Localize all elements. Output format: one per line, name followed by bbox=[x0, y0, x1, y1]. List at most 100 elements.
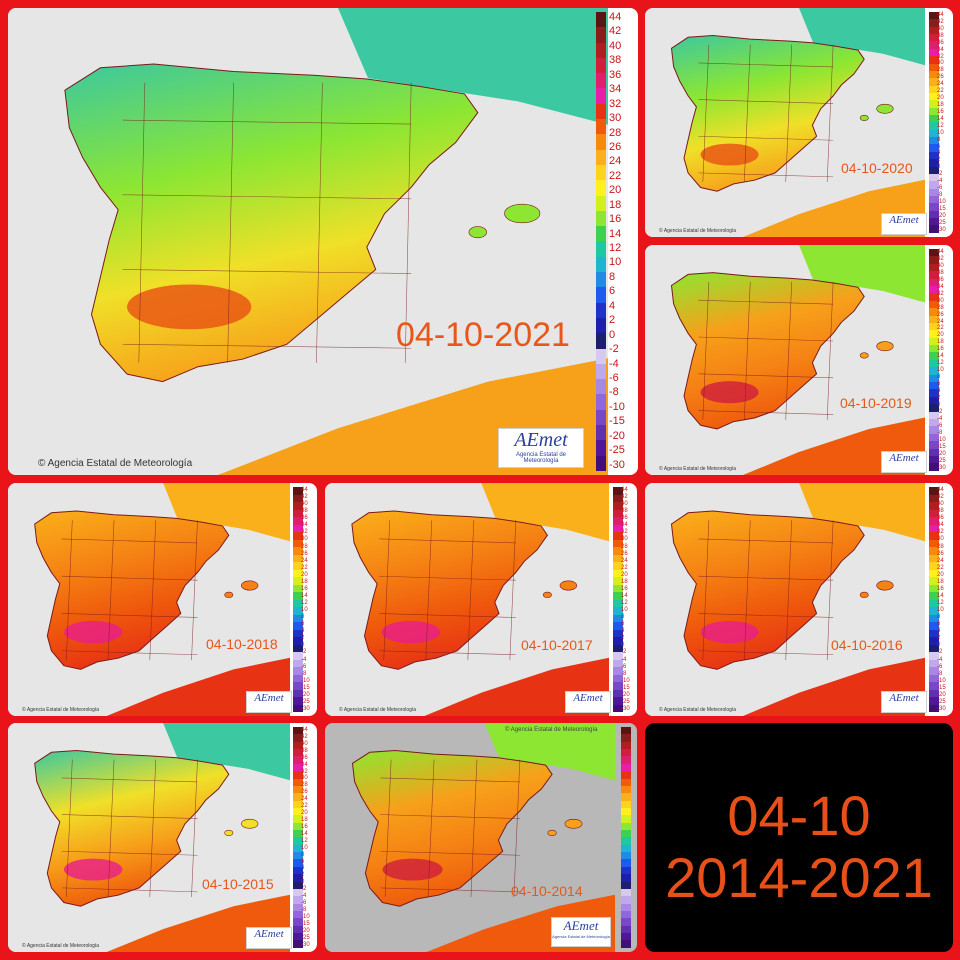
province-border bbox=[702, 44, 710, 183]
scale-band bbox=[293, 517, 303, 525]
scale-band bbox=[929, 12, 939, 20]
scale-band bbox=[613, 547, 623, 555]
scale-label: 14 bbox=[937, 353, 944, 360]
scale-label: 32 bbox=[937, 290, 944, 297]
scale-label: -20 bbox=[301, 691, 310, 698]
scale-band bbox=[293, 584, 303, 592]
scale-label: 12 bbox=[937, 360, 944, 367]
scale-band bbox=[613, 704, 623, 712]
province-border bbox=[509, 520, 517, 661]
scale-label: 20 bbox=[609, 184, 622, 197]
balearic-island bbox=[564, 818, 583, 829]
scale-band bbox=[929, 78, 939, 86]
scale-label: -30 bbox=[937, 705, 946, 712]
scale-band bbox=[596, 180, 606, 196]
scale-label: 18 bbox=[609, 198, 622, 211]
scale-label: 32 bbox=[621, 529, 628, 536]
scale-band bbox=[929, 463, 939, 471]
temperature-scale-2018 bbox=[293, 487, 303, 712]
scale-band bbox=[596, 363, 606, 380]
scale-band bbox=[929, 271, 939, 279]
scale-band bbox=[613, 607, 623, 615]
scale-label: -20 bbox=[937, 212, 946, 219]
scale-label: -25 bbox=[621, 698, 630, 705]
scale-band bbox=[596, 119, 606, 135]
scale-label: 4 bbox=[937, 388, 941, 395]
scale-label: -10 bbox=[937, 436, 946, 443]
scale-band bbox=[293, 933, 303, 941]
scale-band bbox=[929, 137, 939, 145]
scale-label: 4 bbox=[621, 628, 625, 635]
scale-band bbox=[929, 584, 939, 592]
scale-label: 34 bbox=[621, 522, 628, 529]
scale-band bbox=[929, 48, 939, 57]
scale-band bbox=[929, 532, 939, 540]
scale-band bbox=[613, 539, 623, 547]
province-border bbox=[122, 269, 412, 274]
scale-band bbox=[596, 425, 606, 441]
scale-band bbox=[596, 42, 606, 58]
scale-label: 34 bbox=[937, 522, 944, 529]
france-land bbox=[799, 8, 925, 66]
scale-band bbox=[929, 433, 939, 442]
province-border bbox=[379, 575, 516, 581]
scale-band bbox=[293, 487, 303, 495]
scale-label: 16 bbox=[937, 585, 944, 592]
balearic-island bbox=[504, 203, 541, 224]
province-border bbox=[122, 194, 412, 200]
africa-land bbox=[106, 894, 290, 952]
scale-label: -20 bbox=[621, 691, 630, 698]
scale-band bbox=[293, 800, 303, 808]
scale-band bbox=[293, 881, 303, 889]
scale-band bbox=[929, 218, 939, 226]
scale-band bbox=[293, 888, 303, 897]
credit-text: Agencia Estatal de Meteorología bbox=[26, 707, 100, 713]
temperature-scale-labels-2016: 44 42 40 38 36 34 32 30 28 26 24 22 20 18 16 14 12 10 8 6 4 2… bbox=[937, 487, 946, 712]
scale-label: -8 bbox=[621, 670, 627, 677]
scale-label: 18 bbox=[937, 101, 944, 108]
scale-band bbox=[621, 793, 631, 801]
scale-band bbox=[929, 487, 939, 495]
scale-label: 20 bbox=[301, 571, 308, 578]
province-border bbox=[785, 44, 793, 183]
map-date-2019: 04-10-2019 bbox=[840, 395, 912, 411]
scale-label: -2 bbox=[937, 649, 943, 656]
scale-label: -25 bbox=[937, 698, 946, 705]
province-border bbox=[826, 44, 834, 183]
scale-label: 32 bbox=[609, 97, 622, 110]
scale-label: 10 bbox=[609, 256, 622, 269]
scale-band bbox=[929, 667, 939, 675]
scale-label: 40 bbox=[937, 501, 944, 508]
scale-label: 6 bbox=[621, 621, 625, 628]
aemet-logo-text: AEmet bbox=[254, 928, 284, 940]
scale-label: 32 bbox=[301, 768, 308, 775]
scale-label: -15 bbox=[301, 920, 310, 927]
scale-band bbox=[613, 569, 623, 577]
map-date-2017: 04-10-2017 bbox=[521, 637, 593, 653]
scale-label: 42 bbox=[937, 494, 944, 501]
scale-label: 14 bbox=[937, 115, 944, 122]
province-border bbox=[698, 538, 834, 544]
scale-label: 16 bbox=[937, 108, 944, 115]
province-border bbox=[65, 759, 73, 898]
scale-band bbox=[293, 749, 303, 757]
scale-band bbox=[929, 592, 939, 600]
scale-label: 0 bbox=[301, 642, 305, 649]
scale-band bbox=[929, 524, 939, 532]
scale-band bbox=[613, 502, 623, 510]
scale-label: 10 bbox=[937, 367, 944, 374]
scale-label: -4 bbox=[937, 415, 943, 422]
credit-line: © Agencia Estatal de Meteorología bbox=[659, 466, 737, 472]
credit-line: © Agencia Estatal de Meteorología bbox=[659, 228, 737, 234]
map-date-2016: 04-10-2016 bbox=[831, 637, 903, 653]
scale-band bbox=[293, 844, 303, 853]
scale-label: -20 bbox=[937, 691, 946, 698]
map-date-2021: 04-10-2021 bbox=[396, 316, 570, 354]
scale-label: 24 bbox=[301, 796, 308, 803]
temperature-scale-2017 bbox=[613, 487, 623, 712]
hot-spot bbox=[63, 858, 123, 881]
province-border bbox=[826, 281, 834, 420]
scale-label: 34 bbox=[937, 283, 944, 290]
scale-label: 22 bbox=[621, 564, 628, 571]
scale-label: 20 bbox=[937, 332, 944, 339]
